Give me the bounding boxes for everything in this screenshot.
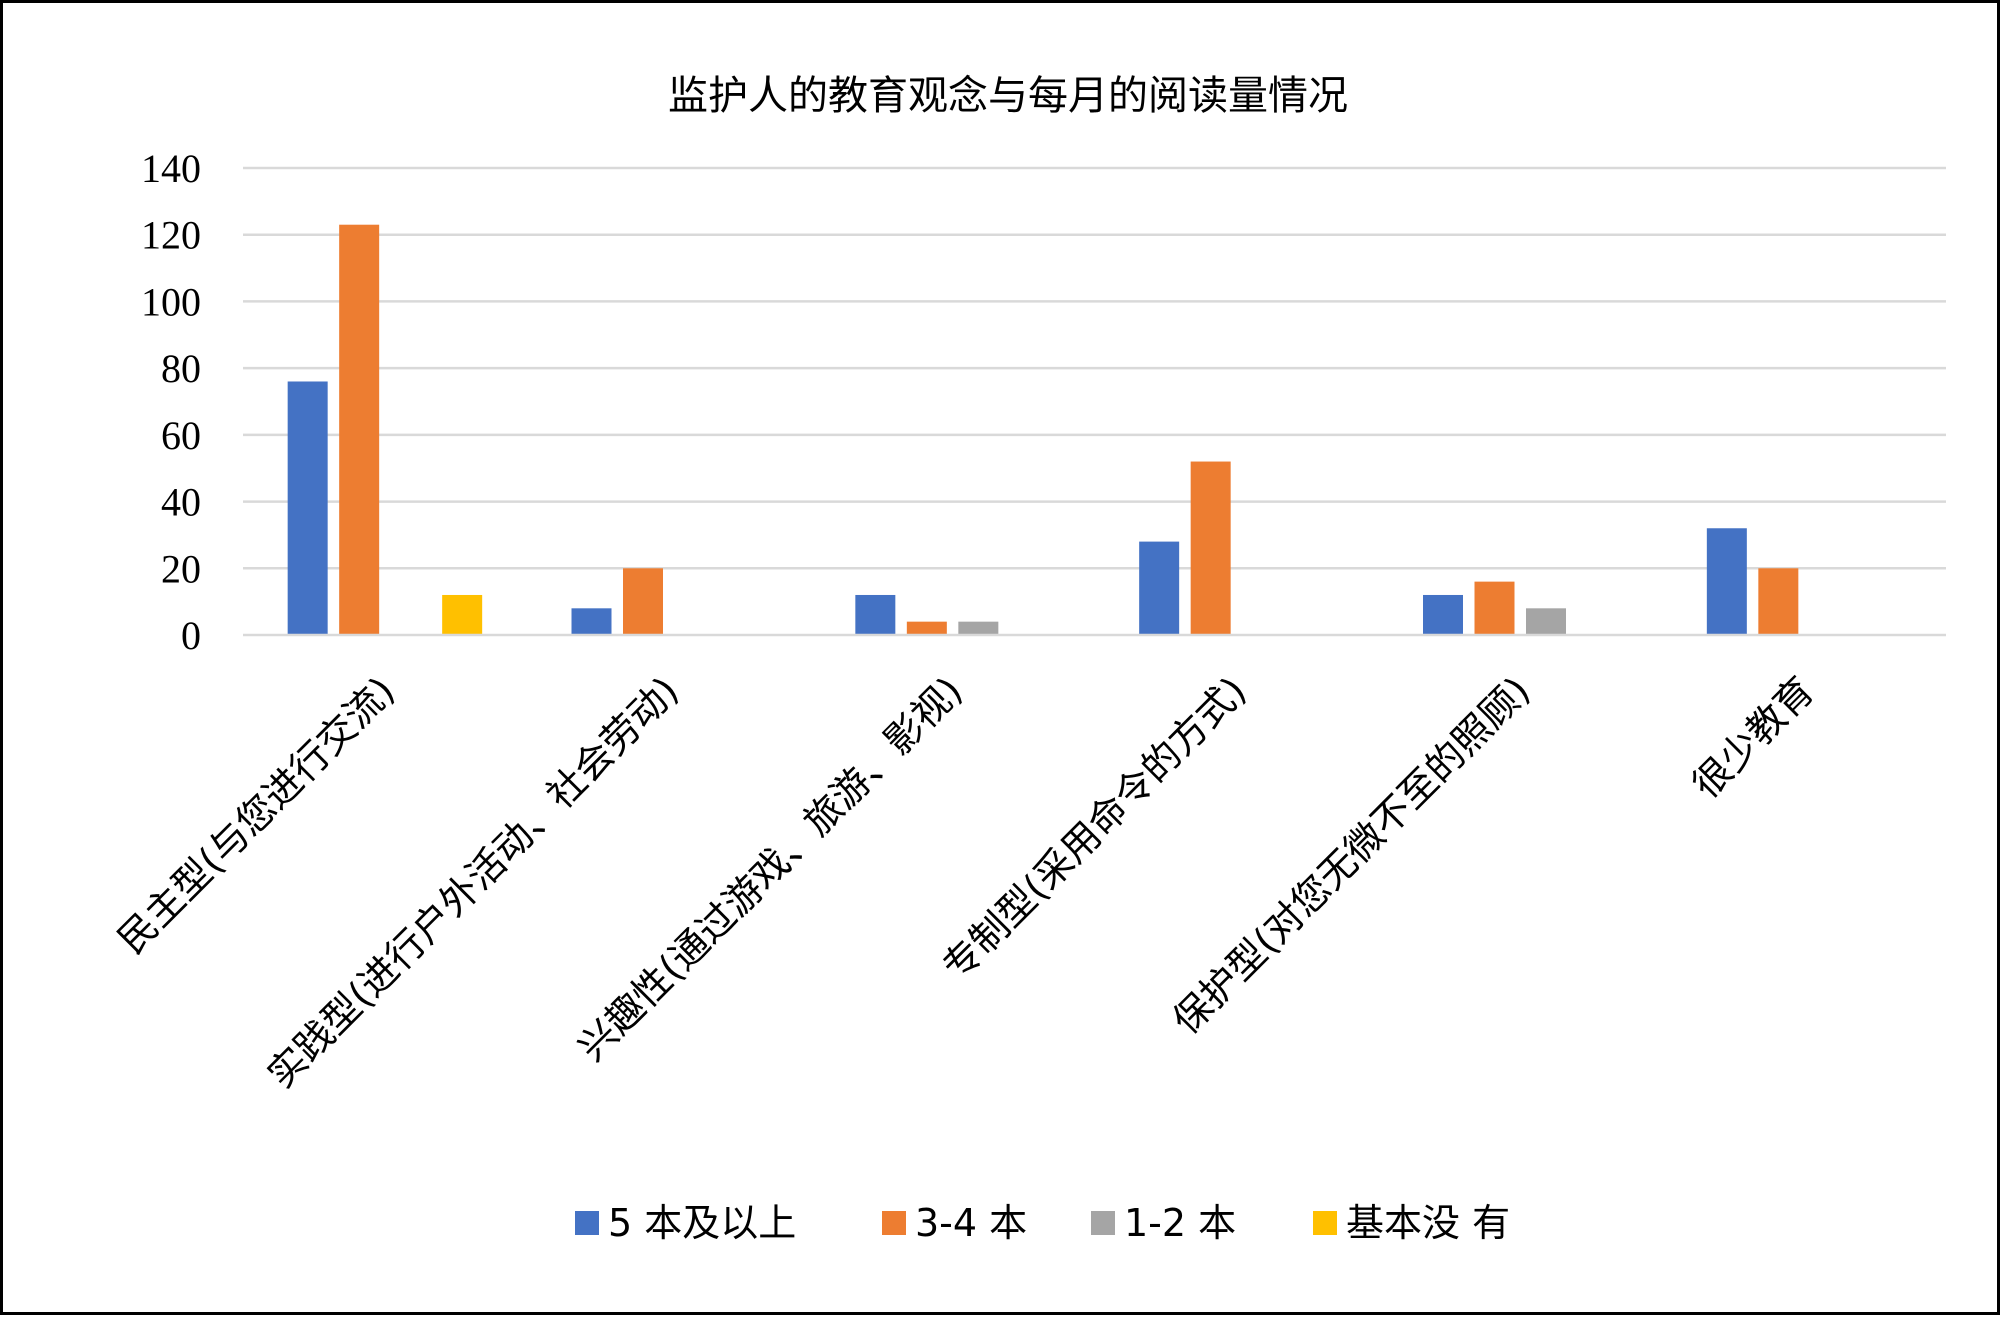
bar <box>339 224 380 635</box>
bar <box>1706 528 1747 635</box>
legend-label: 3-4 本 <box>915 1201 1027 1245</box>
y-tick-label: 20 <box>161 546 201 591</box>
bar <box>1423 594 1463 635</box>
legend: 5 本及以上 3-4 本 1-2 本 基本没 有 <box>575 1201 1510 1245</box>
bar <box>906 621 947 635</box>
legend-swatch <box>575 1211 599 1235</box>
bar <box>623 568 663 635</box>
bar <box>855 594 896 635</box>
bar <box>442 594 483 635</box>
legend-label: 基本没 有 <box>1346 1201 1510 1245</box>
bar <box>1474 581 1515 635</box>
y-tick-label: 100 <box>141 279 201 324</box>
y-axis-ticks: 0 20 40 60 80 100 120 140 <box>141 146 201 658</box>
y-tick-label: 40 <box>161 480 201 525</box>
gridlines <box>243 166 1946 570</box>
bar <box>1758 568 1799 635</box>
x-axis-categories: 民主型(与您进行交流)实践型(进行户外活动、社会劳动)兴趣性(通过游戏、旅游、影… <box>109 668 1822 1096</box>
x-category-label: 民主型(与您进行交流) <box>109 668 403 962</box>
bar-chart: 监护人的教育观念与每月的阅读量情况 0 20 40 60 80 100 120 140 民主型… <box>109 73 1946 1245</box>
y-tick-label: 60 <box>161 413 201 458</box>
x-category-label: 很少教育 <box>1684 668 1823 807</box>
legend-swatch <box>1091 1211 1115 1235</box>
bars <box>287 224 1799 635</box>
bar <box>958 621 999 635</box>
legend-label: 5 本及以上 <box>608 1201 796 1245</box>
legend-swatch <box>882 1211 906 1235</box>
bar <box>1526 608 1566 635</box>
y-tick-label: 120 <box>141 213 201 258</box>
chart-title: 监护人的教育观念与每月的阅读量情况 <box>668 73 1348 119</box>
legend-label: 1-2 本 <box>1124 1201 1236 1245</box>
y-tick-label: 0 <box>181 613 201 658</box>
legend-swatch <box>1313 1211 1337 1235</box>
bar <box>1139 541 1180 635</box>
bar <box>571 608 612 635</box>
bar <box>287 381 328 635</box>
x-category-label: 专制型(采用命令的方式) <box>934 668 1255 989</box>
y-tick-label: 80 <box>161 346 201 391</box>
y-tick-label: 140 <box>141 146 201 191</box>
bar <box>1190 461 1231 635</box>
